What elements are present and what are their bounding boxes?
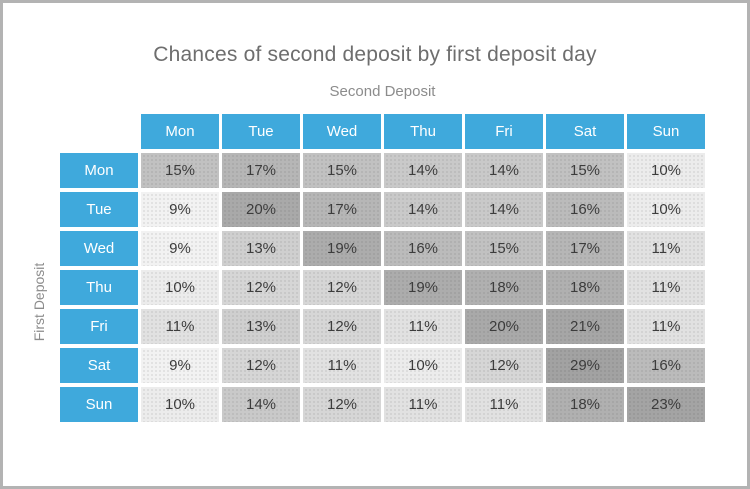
cell-tue-mon: 9%	[141, 192, 219, 227]
row-header-sat: Sat	[60, 348, 138, 383]
cell-mon-tue: 17%	[222, 153, 300, 188]
cell-wed-sun: 11%	[627, 231, 705, 266]
cell-thu-sun: 11%	[627, 270, 705, 305]
cell-tue-thu: 14%	[384, 192, 462, 227]
cell-wed-fri: 15%	[465, 231, 543, 266]
cell-sat-wed: 11%	[303, 348, 381, 383]
col-header-sun: Sun	[627, 114, 705, 149]
col-header-wed: Wed	[303, 114, 381, 149]
cell-sat-tue: 12%	[222, 348, 300, 383]
cell-fri-mon: 11%	[141, 309, 219, 344]
cell-thu-sat: 18%	[546, 270, 624, 305]
row-header-wed: Wed	[60, 231, 138, 266]
cell-fri-thu: 11%	[384, 309, 462, 344]
cell-fri-fri: 20%	[465, 309, 543, 344]
cell-sat-thu: 10%	[384, 348, 462, 383]
heatmap-table: Mon Tue Wed Thu Fri Sat Sun Mon 15% 17% 15% 14% 14% 1…	[60, 114, 705, 422]
cell-sat-mon: 9%	[141, 348, 219, 383]
cell-wed-thu: 16%	[384, 231, 462, 266]
col-header-thu: Thu	[384, 114, 462, 149]
cell-sun-sun: 23%	[627, 387, 705, 422]
cell-sun-fri: 11%	[465, 387, 543, 422]
cell-mon-fri: 14%	[465, 153, 543, 188]
cell-thu-tue: 12%	[222, 270, 300, 305]
col-header-fri: Fri	[465, 114, 543, 149]
cell-wed-sat: 17%	[546, 231, 624, 266]
cell-sun-sat: 18%	[546, 387, 624, 422]
cell-fri-tue: 13%	[222, 309, 300, 344]
x-axis-title: Second Deposit	[329, 83, 436, 100]
col-header-mon: Mon	[141, 114, 219, 149]
cell-sat-sat: 29%	[546, 348, 624, 383]
row-header-sun: Sun	[60, 387, 138, 422]
cell-tue-tue: 20%	[222, 192, 300, 227]
row-header-mon: Mon	[60, 153, 138, 188]
row-header-fri: Fri	[60, 309, 138, 344]
cell-tue-fri: 14%	[465, 192, 543, 227]
cell-thu-wed: 12%	[303, 270, 381, 305]
cell-sun-thu: 11%	[384, 387, 462, 422]
corner-spacer	[60, 114, 138, 149]
cell-tue-sat: 16%	[546, 192, 624, 227]
y-axis-title: First Deposit	[31, 262, 47, 342]
cell-wed-wed: 19%	[303, 231, 381, 266]
row-header-thu: Thu	[60, 270, 138, 305]
cell-tue-sun: 10%	[627, 192, 705, 227]
chart-title: Chances of second deposit by first depos…	[153, 43, 597, 66]
cell-wed-tue: 13%	[222, 231, 300, 266]
cell-wed-mon: 9%	[141, 231, 219, 266]
col-header-sat: Sat	[546, 114, 624, 149]
cell-mon-sat: 15%	[546, 153, 624, 188]
cell-mon-thu: 14%	[384, 153, 462, 188]
row-header-tue: Tue	[60, 192, 138, 227]
cell-mon-sun: 10%	[627, 153, 705, 188]
cell-mon-wed: 15%	[303, 153, 381, 188]
cell-tue-wed: 17%	[303, 192, 381, 227]
cell-mon-mon: 15%	[141, 153, 219, 188]
cell-fri-sun: 11%	[627, 309, 705, 344]
cell-thu-mon: 10%	[141, 270, 219, 305]
col-header-tue: Tue	[222, 114, 300, 149]
cell-sat-sun: 16%	[627, 348, 705, 383]
cell-sun-mon: 10%	[141, 387, 219, 422]
cell-sun-tue: 14%	[222, 387, 300, 422]
cell-sat-fri: 12%	[465, 348, 543, 383]
cell-thu-fri: 18%	[465, 270, 543, 305]
cell-fri-sat: 21%	[546, 309, 624, 344]
cell-sun-wed: 12%	[303, 387, 381, 422]
cell-thu-thu: 19%	[384, 270, 462, 305]
cell-fri-wed: 12%	[303, 309, 381, 344]
